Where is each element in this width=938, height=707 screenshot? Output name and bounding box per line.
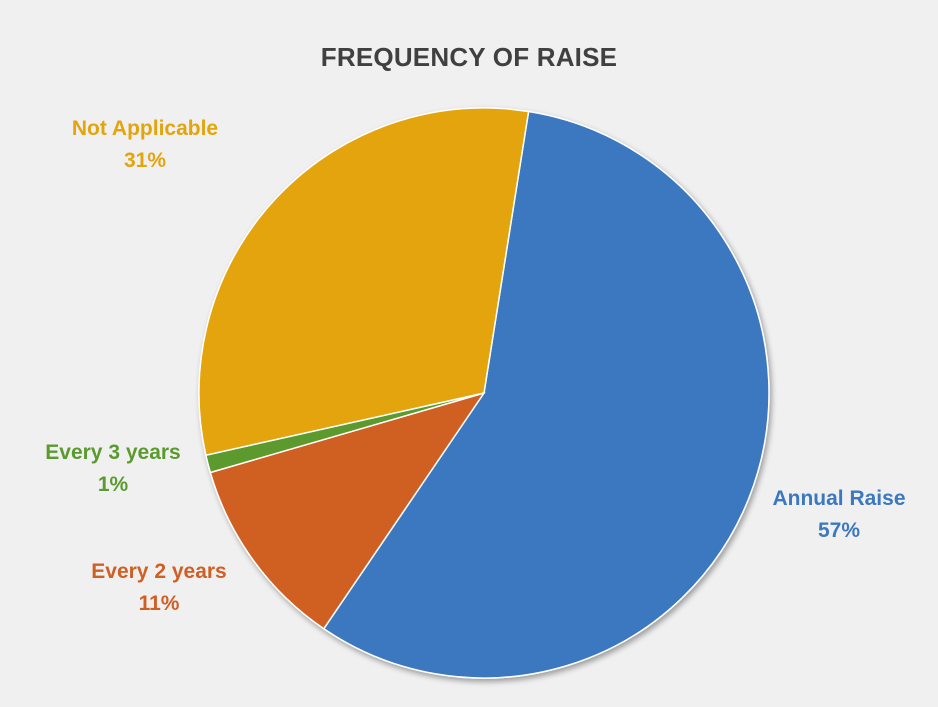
pie-slice-annual-raise [322,110,770,679]
data-label-every-3-years: Every 3 years 1% [23,437,203,501]
data-label-annual-raise: Annual Raise 57% [749,483,929,547]
slice-label-name: Every 3 years [45,441,181,464]
slice-label-value: 11% [138,592,180,615]
chart-title: FREQUENCY OF RAISE [320,42,618,72]
data-label-every-2-years: Every 2 years 11% [64,556,254,620]
data-label-not-applicable: Not Applicable 31% [45,113,245,177]
slice-label-name: Annual Raise [772,487,906,510]
slice-label-value: 31% [123,149,167,172]
slice-label-value: 1% [97,473,129,496]
pie-slice-every-2-years [209,391,486,630]
slice-label-value: 57% [817,519,861,542]
slice-label-name: Not Applicable [71,117,219,140]
slice-label-name: Every 2 years [91,560,227,583]
pie-slice-not-applicable [198,107,530,457]
